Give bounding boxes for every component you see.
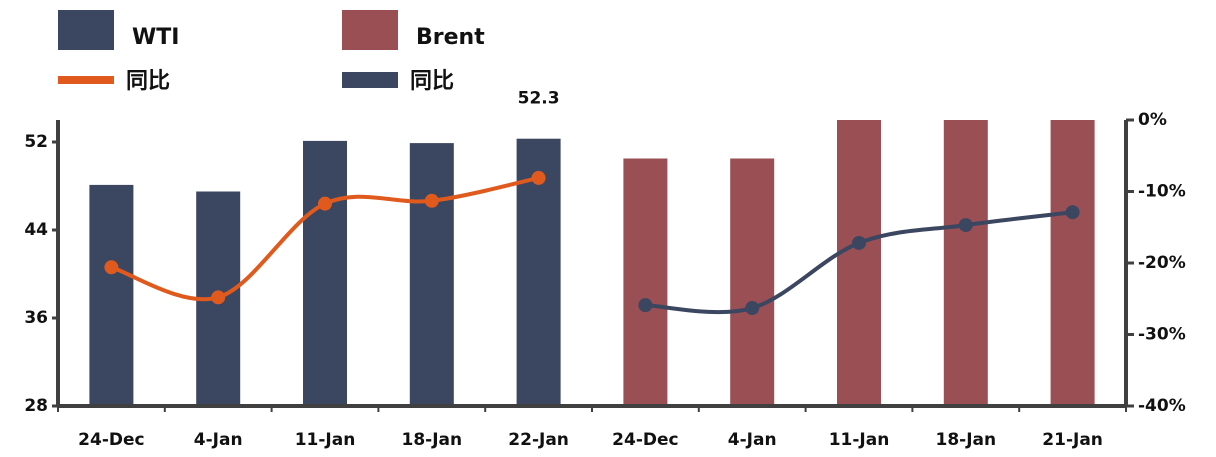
bar — [730, 158, 775, 406]
legend-swatch — [58, 76, 114, 84]
legend-label: WTI — [132, 25, 179, 50]
legend-swatch — [342, 10, 398, 50]
y-tick-label: 36 — [24, 308, 48, 328]
y2-tick-label: -30% — [1138, 325, 1186, 345]
legend-swatch — [58, 10, 114, 50]
legend-label: 同比 — [410, 69, 454, 94]
y-tick-label: 52 — [24, 132, 48, 152]
bar — [89, 184, 134, 406]
x-tick-label: 18-Jan — [935, 430, 996, 450]
x-tick-label: 24-Dec — [612, 430, 678, 450]
x-tick-label: 11-Jan — [295, 430, 356, 450]
y-tick-label: 28 — [24, 396, 48, 416]
y2-tick-label: 0% — [1138, 110, 1167, 130]
x-tick-label: 24-Dec — [78, 430, 144, 450]
legend-swatch — [342, 72, 398, 88]
x-tick-label: 4-Jan — [194, 430, 243, 450]
line-point — [104, 260, 119, 275]
bar — [837, 120, 881, 406]
x-tick-label: 21-Jan — [1042, 430, 1103, 450]
bar — [409, 143, 454, 406]
line-point — [958, 218, 973, 233]
y2-tick-label: -20% — [1138, 253, 1186, 273]
bar — [1050, 120, 1095, 406]
y2-tick-label: -10% — [1138, 182, 1186, 202]
line-point — [1065, 205, 1080, 220]
legend-label: 同比 — [126, 69, 170, 94]
line-point — [745, 301, 760, 316]
data-label: 52.3 — [518, 89, 560, 109]
line-point — [531, 170, 546, 185]
line-point — [318, 196, 332, 211]
bar — [303, 140, 347, 406]
x-tick-label: 18-Jan — [401, 430, 462, 450]
line-point — [424, 193, 439, 208]
bar — [623, 158, 668, 406]
x-tick-label: 4-Jan — [728, 430, 777, 450]
x-tick-label: 11-Jan — [829, 430, 890, 450]
y-tick-label: 44 — [24, 220, 48, 240]
bar — [943, 120, 988, 406]
x-tick-label: 22-Jan — [508, 430, 569, 450]
legend-label: Brent — [416, 25, 485, 50]
line-point — [852, 235, 866, 250]
y2-tick-label: -40% — [1138, 396, 1186, 416]
line-point — [211, 290, 226, 305]
line-point — [638, 298, 653, 313]
